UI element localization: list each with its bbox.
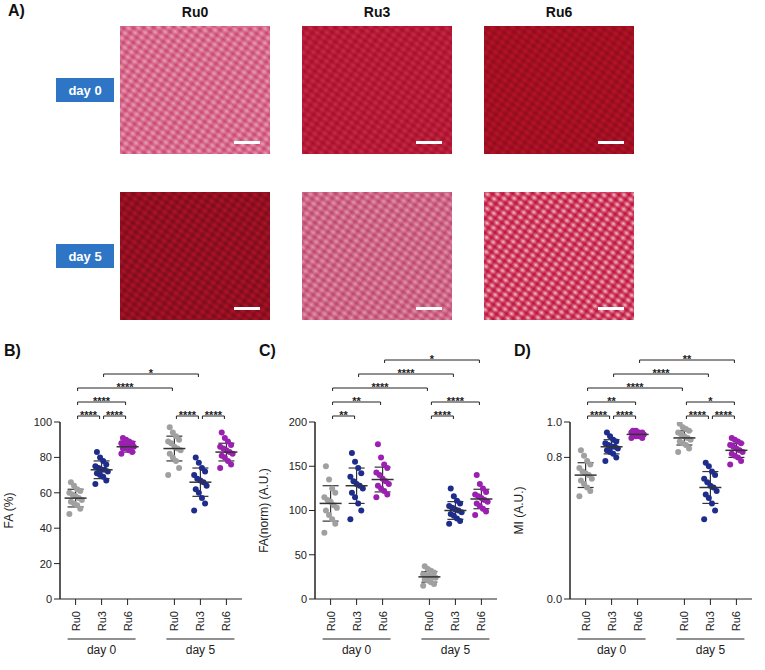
svg-text:****: **** xyxy=(689,409,707,421)
html-text:Ru3: Ru3 xyxy=(363,4,391,20)
svg-text:40: 40 xyxy=(40,522,52,534)
svg-text:****: **** xyxy=(447,395,465,407)
svg-text:60: 60 xyxy=(40,487,52,499)
svg-text:FA(norm) (A.U.): FA(norm) (A.U.) xyxy=(257,468,271,553)
svg-text:MI (A.U.): MI (A.U.) xyxy=(512,487,526,535)
svg-text:day 0: day 0 xyxy=(87,643,117,657)
html-text:day 0: day 0 xyxy=(68,82,102,98)
svg-text:Ru0: Ru0 xyxy=(423,611,435,631)
html-text:Ru0: Ru0 xyxy=(181,4,209,20)
svg-text:Ru3: Ru3 xyxy=(351,611,363,631)
svg-text:****: **** xyxy=(116,381,134,393)
svg-text:****: **** xyxy=(397,367,415,379)
svg-text:day 0: day 0 xyxy=(342,643,372,657)
svg-text:200: 200 xyxy=(289,416,307,428)
svg-text:****: **** xyxy=(371,381,389,393)
svg-text:****: **** xyxy=(715,409,733,421)
svg-text:*: * xyxy=(430,353,435,365)
html-text:Ru6: Ru6 xyxy=(545,4,573,20)
svg-text:Ru3: Ru3 xyxy=(194,611,206,631)
svg-text:*: * xyxy=(708,395,713,407)
svg-text:****: **** xyxy=(93,395,111,407)
svg-text:100: 100 xyxy=(289,504,307,516)
svg-text:day 0: day 0 xyxy=(597,643,627,657)
svg-text:0.8: 0.8 xyxy=(547,451,562,463)
svg-text:day 5: day 5 xyxy=(696,643,726,657)
svg-text:Ru3: Ru3 xyxy=(704,611,716,631)
svg-text:day 5: day 5 xyxy=(441,643,471,657)
svg-text:****: **** xyxy=(205,409,223,421)
svg-text:****: **** xyxy=(590,409,608,421)
html-text:A): A) xyxy=(8,2,25,19)
svg-text:Ru6: Ru6 xyxy=(730,611,742,631)
svg-text:**: ** xyxy=(352,395,361,407)
svg-text:20: 20 xyxy=(40,558,52,570)
svg-text:Ru3: Ru3 xyxy=(449,611,461,631)
svg-text:0: 0 xyxy=(301,593,307,605)
svg-text:FA (%): FA (%) xyxy=(2,492,16,528)
html-text:C): C) xyxy=(259,342,276,359)
svg-text:**: ** xyxy=(683,353,692,365)
svg-text:****: **** xyxy=(434,409,452,421)
svg-text:*: * xyxy=(149,367,154,379)
svg-text:day 5: day 5 xyxy=(186,643,216,657)
svg-text:1.0: 1.0 xyxy=(547,416,562,428)
html-text:B): B) xyxy=(4,342,21,359)
svg-text:Ru0: Ru0 xyxy=(580,611,592,631)
svg-text:0: 0 xyxy=(46,593,52,605)
svg-text:Ru0: Ru0 xyxy=(168,611,180,631)
svg-text:Ru6: Ru6 xyxy=(377,611,389,631)
svg-text:Ru0: Ru0 xyxy=(70,611,82,631)
svg-text:**: ** xyxy=(339,409,348,421)
svg-text:Ru6: Ru6 xyxy=(632,611,644,631)
svg-text:**: ** xyxy=(607,395,616,407)
svg-text:****: **** xyxy=(616,409,634,421)
svg-text:50: 50 xyxy=(295,549,307,561)
svg-text:Ru6: Ru6 xyxy=(122,611,134,631)
html-text:D): D) xyxy=(514,342,531,359)
svg-text:Ru0: Ru0 xyxy=(678,611,690,631)
svg-text:0.0: 0.0 xyxy=(547,593,562,605)
svg-text:Ru6: Ru6 xyxy=(475,611,487,631)
svg-text:100: 100 xyxy=(34,416,52,428)
svg-text:****: **** xyxy=(626,381,644,393)
svg-text:Ru6: Ru6 xyxy=(220,611,232,631)
svg-text:150: 150 xyxy=(289,460,307,472)
svg-text:Ru3: Ru3 xyxy=(606,611,618,631)
svg-text:Ru0: Ru0 xyxy=(325,611,337,631)
svg-text:****: **** xyxy=(652,367,670,379)
html-text:day 5: day 5 xyxy=(68,248,102,264)
svg-text:****: **** xyxy=(106,409,124,421)
svg-text:****: **** xyxy=(80,409,98,421)
svg-text:80: 80 xyxy=(40,451,52,463)
svg-text:****: **** xyxy=(179,409,197,421)
svg-text:Ru3: Ru3 xyxy=(96,611,108,631)
